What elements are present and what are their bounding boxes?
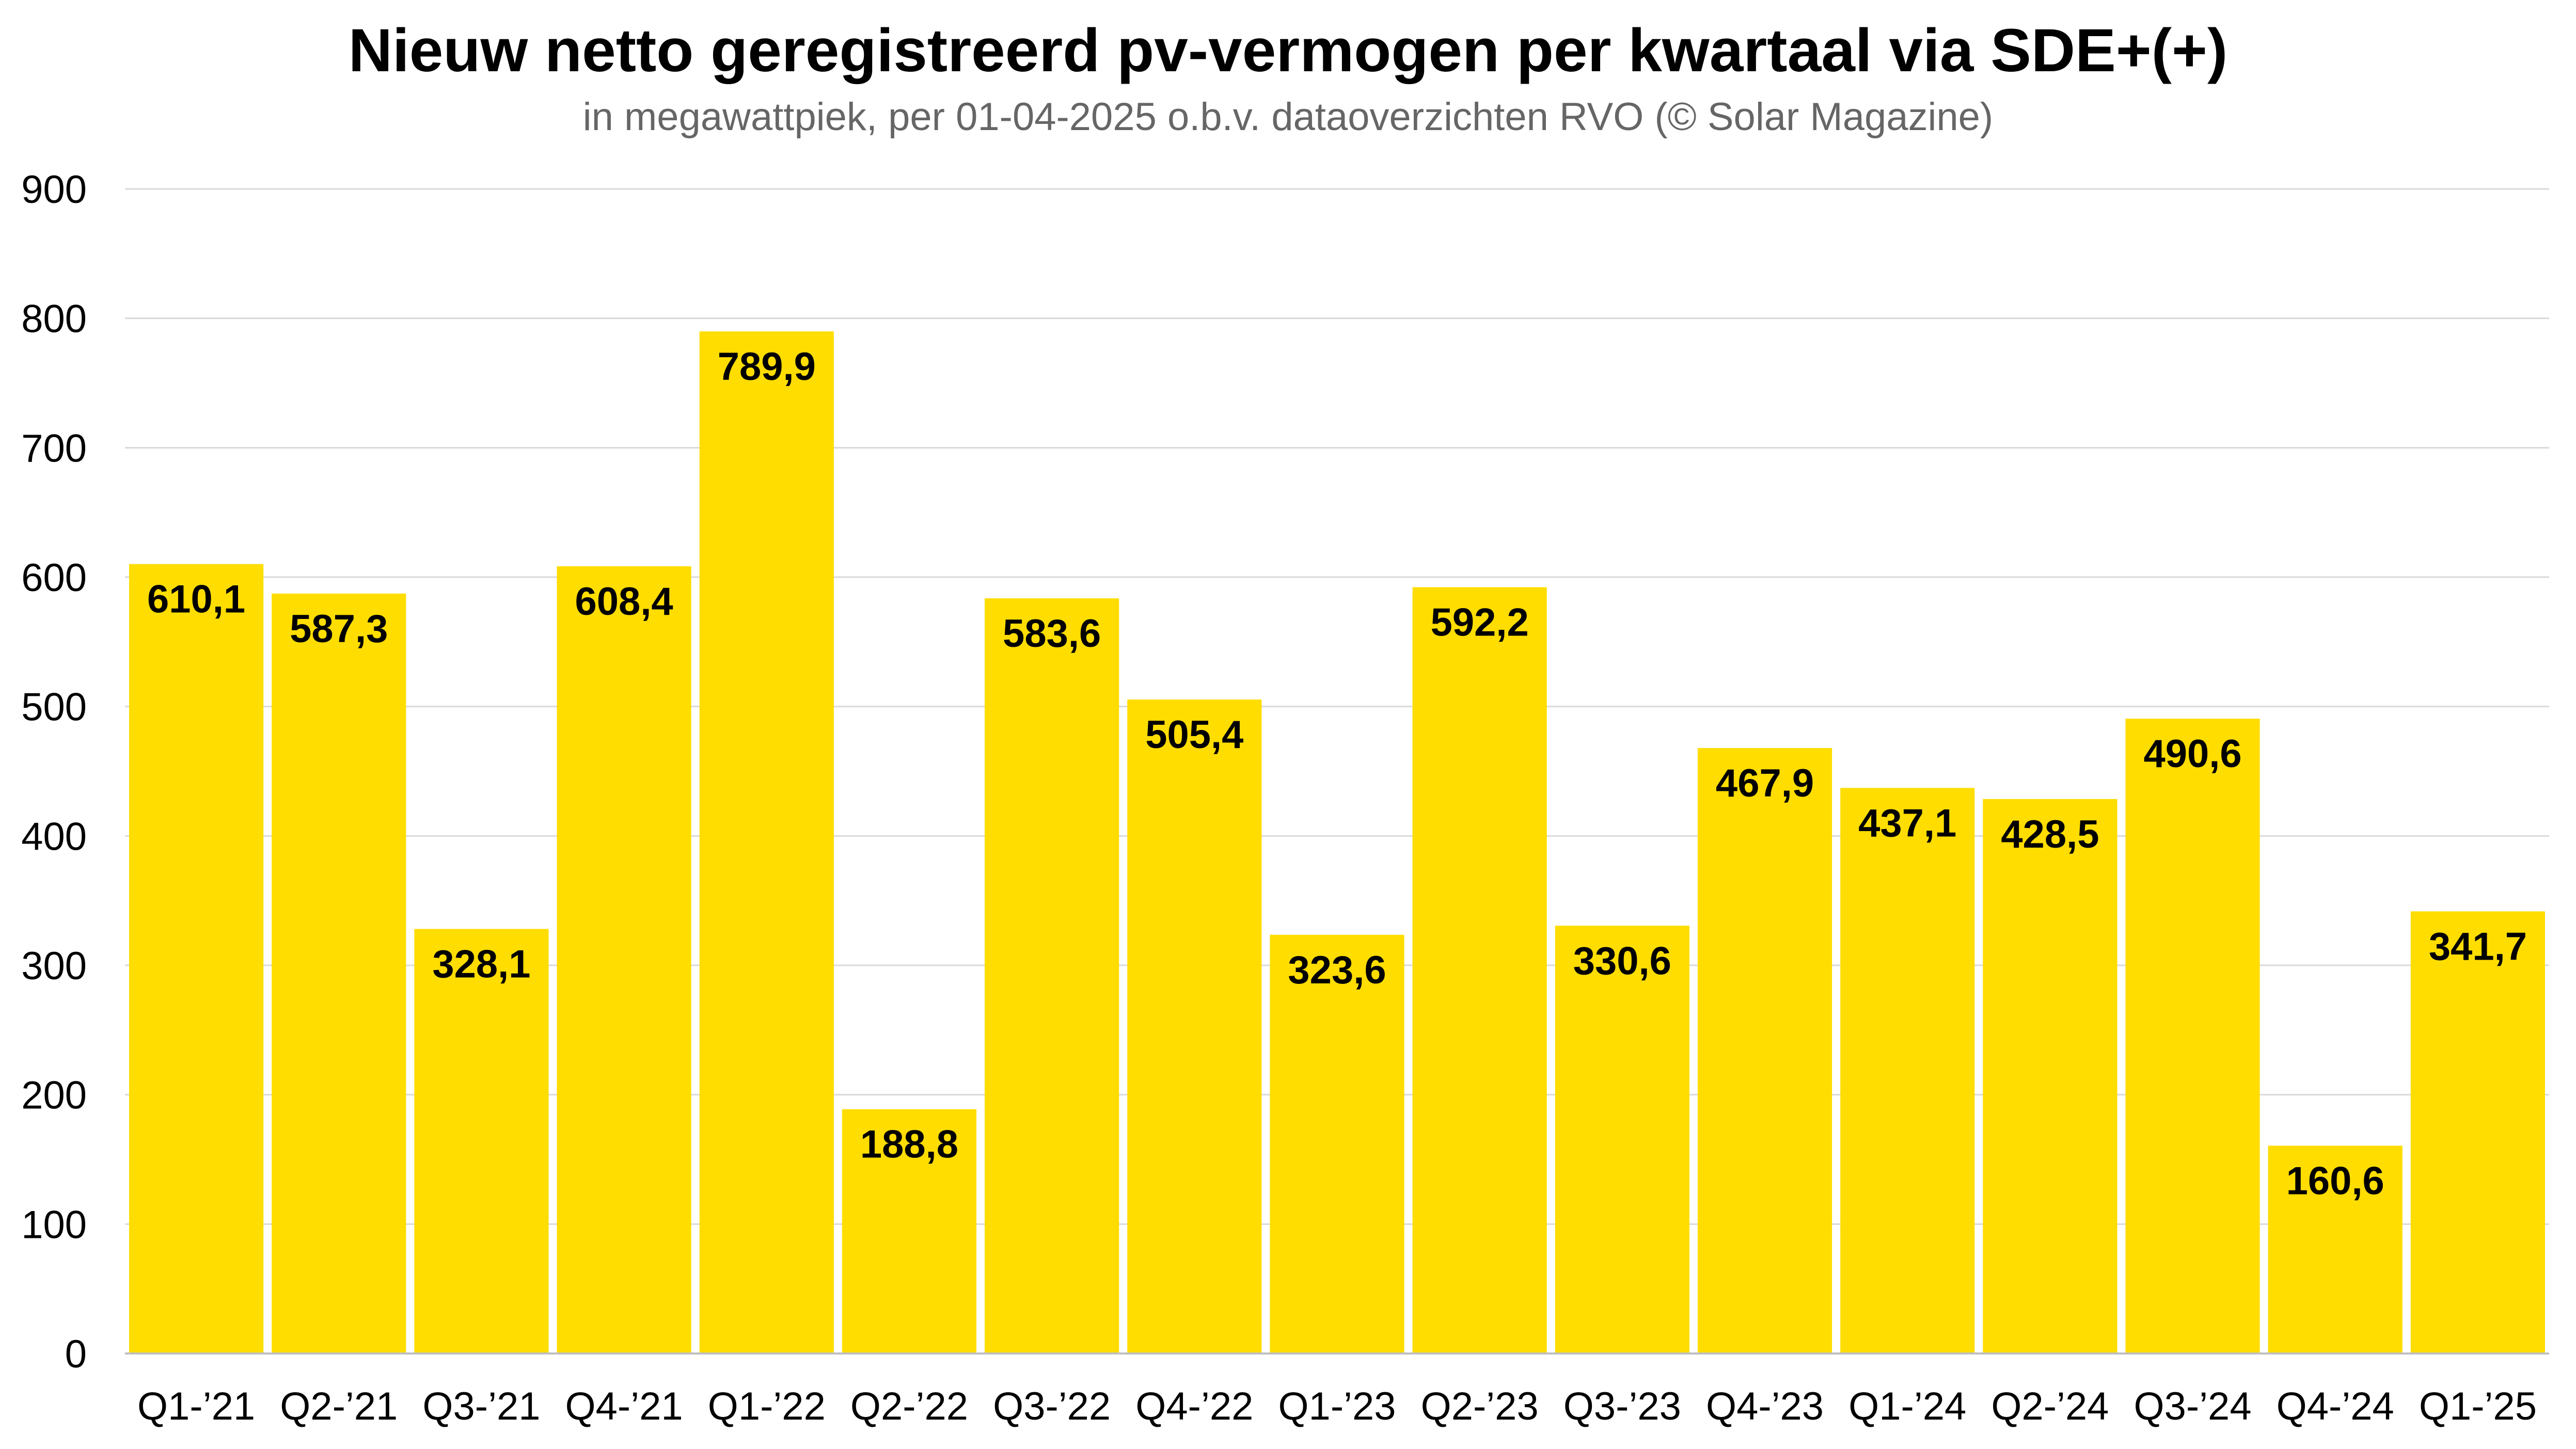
x-tick-label: Q4-’23 [1706, 1384, 1824, 1428]
y-tick-label: 300 [21, 944, 87, 988]
x-tick-label: Q1-’22 [708, 1384, 826, 1428]
bar [1697, 748, 1832, 1354]
x-tick-label: Q4-’21 [565, 1384, 683, 1428]
bar-value-label: 160,6 [2286, 1159, 2384, 1203]
bar [1270, 934, 1404, 1354]
bar [414, 929, 549, 1354]
bar [272, 593, 406, 1354]
y-tick-label: 200 [21, 1074, 87, 1118]
chart-subtitle: in megawattpiek, per 01-04-2025 o.b.v. d… [582, 95, 1994, 139]
bar [557, 566, 691, 1354]
bar-value-label: 505,4 [1145, 713, 1243, 757]
x-tick-label: Q2-’21 [280, 1384, 398, 1428]
bar [1983, 799, 2117, 1354]
bar [2410, 911, 2545, 1354]
x-tick-label: Q4-’22 [1135, 1384, 1253, 1428]
bar [1555, 926, 1689, 1354]
x-tick-label: Q4-’24 [2277, 1384, 2394, 1428]
bar-value-label: 341,7 [2429, 925, 2527, 968]
bar-value-label: 583,6 [1003, 612, 1101, 656]
y-tick-label: 600 [21, 556, 87, 600]
chart-title: Nieuw netto geregistreerd pv-vermogen pe… [348, 17, 2228, 85]
bar [1840, 788, 1975, 1354]
x-tick-label: Q3-’23 [1563, 1384, 1681, 1428]
bar [2268, 1145, 2403, 1354]
bar-value-label: 608,4 [575, 580, 673, 624]
bar [1127, 699, 1262, 1354]
x-tick-label: Q1-’21 [137, 1384, 255, 1428]
x-tick-label: Q3-’21 [422, 1384, 540, 1428]
x-tick-label: Q1-’23 [1278, 1384, 1396, 1428]
y-tick-label: 0 [65, 1332, 87, 1376]
x-tick-label: Q1-’24 [1848, 1384, 1966, 1428]
x-tick-label: Q2-’24 [1991, 1384, 2109, 1428]
bar-value-label: 437,1 [1858, 801, 1956, 845]
y-tick-label: 800 [21, 297, 87, 341]
bar [1412, 587, 1547, 1354]
y-tick-label: 500 [21, 686, 87, 729]
x-tick-label: Q2-’22 [850, 1384, 968, 1428]
x-tick-label: Q2-’23 [1421, 1384, 1539, 1428]
bar-value-label: 610,1 [147, 578, 245, 622]
bar [129, 564, 264, 1354]
y-tick-label: 700 [21, 426, 87, 470]
y-tick-label: 900 [21, 168, 87, 212]
bar-value-label: 428,5 [2001, 813, 2099, 856]
bar-value-label: 328,1 [432, 943, 530, 986]
bar [842, 1109, 977, 1354]
y-tick-label: 100 [21, 1203, 87, 1247]
y-tick-label: 400 [21, 815, 87, 858]
bar-value-label: 330,6 [1573, 939, 1671, 983]
bar-value-label: 323,6 [1288, 948, 1386, 992]
bar-value-label: 490,6 [2143, 732, 2241, 776]
bar-value-label: 467,9 [1716, 761, 1814, 805]
bar-value-label: 789,9 [718, 345, 816, 389]
bar-value-label: 592,2 [1431, 601, 1529, 645]
x-tick-label: Q1-’25 [2419, 1384, 2537, 1428]
bar-value-label: 188,8 [860, 1123, 958, 1167]
x-tick-label: Q3-’22 [993, 1384, 1111, 1428]
bar-value-label: 587,3 [290, 607, 388, 651]
x-tick-label: Q3-’24 [2134, 1384, 2251, 1428]
bar [985, 598, 1119, 1354]
bar [699, 331, 834, 1354]
bar [2125, 719, 2260, 1354]
